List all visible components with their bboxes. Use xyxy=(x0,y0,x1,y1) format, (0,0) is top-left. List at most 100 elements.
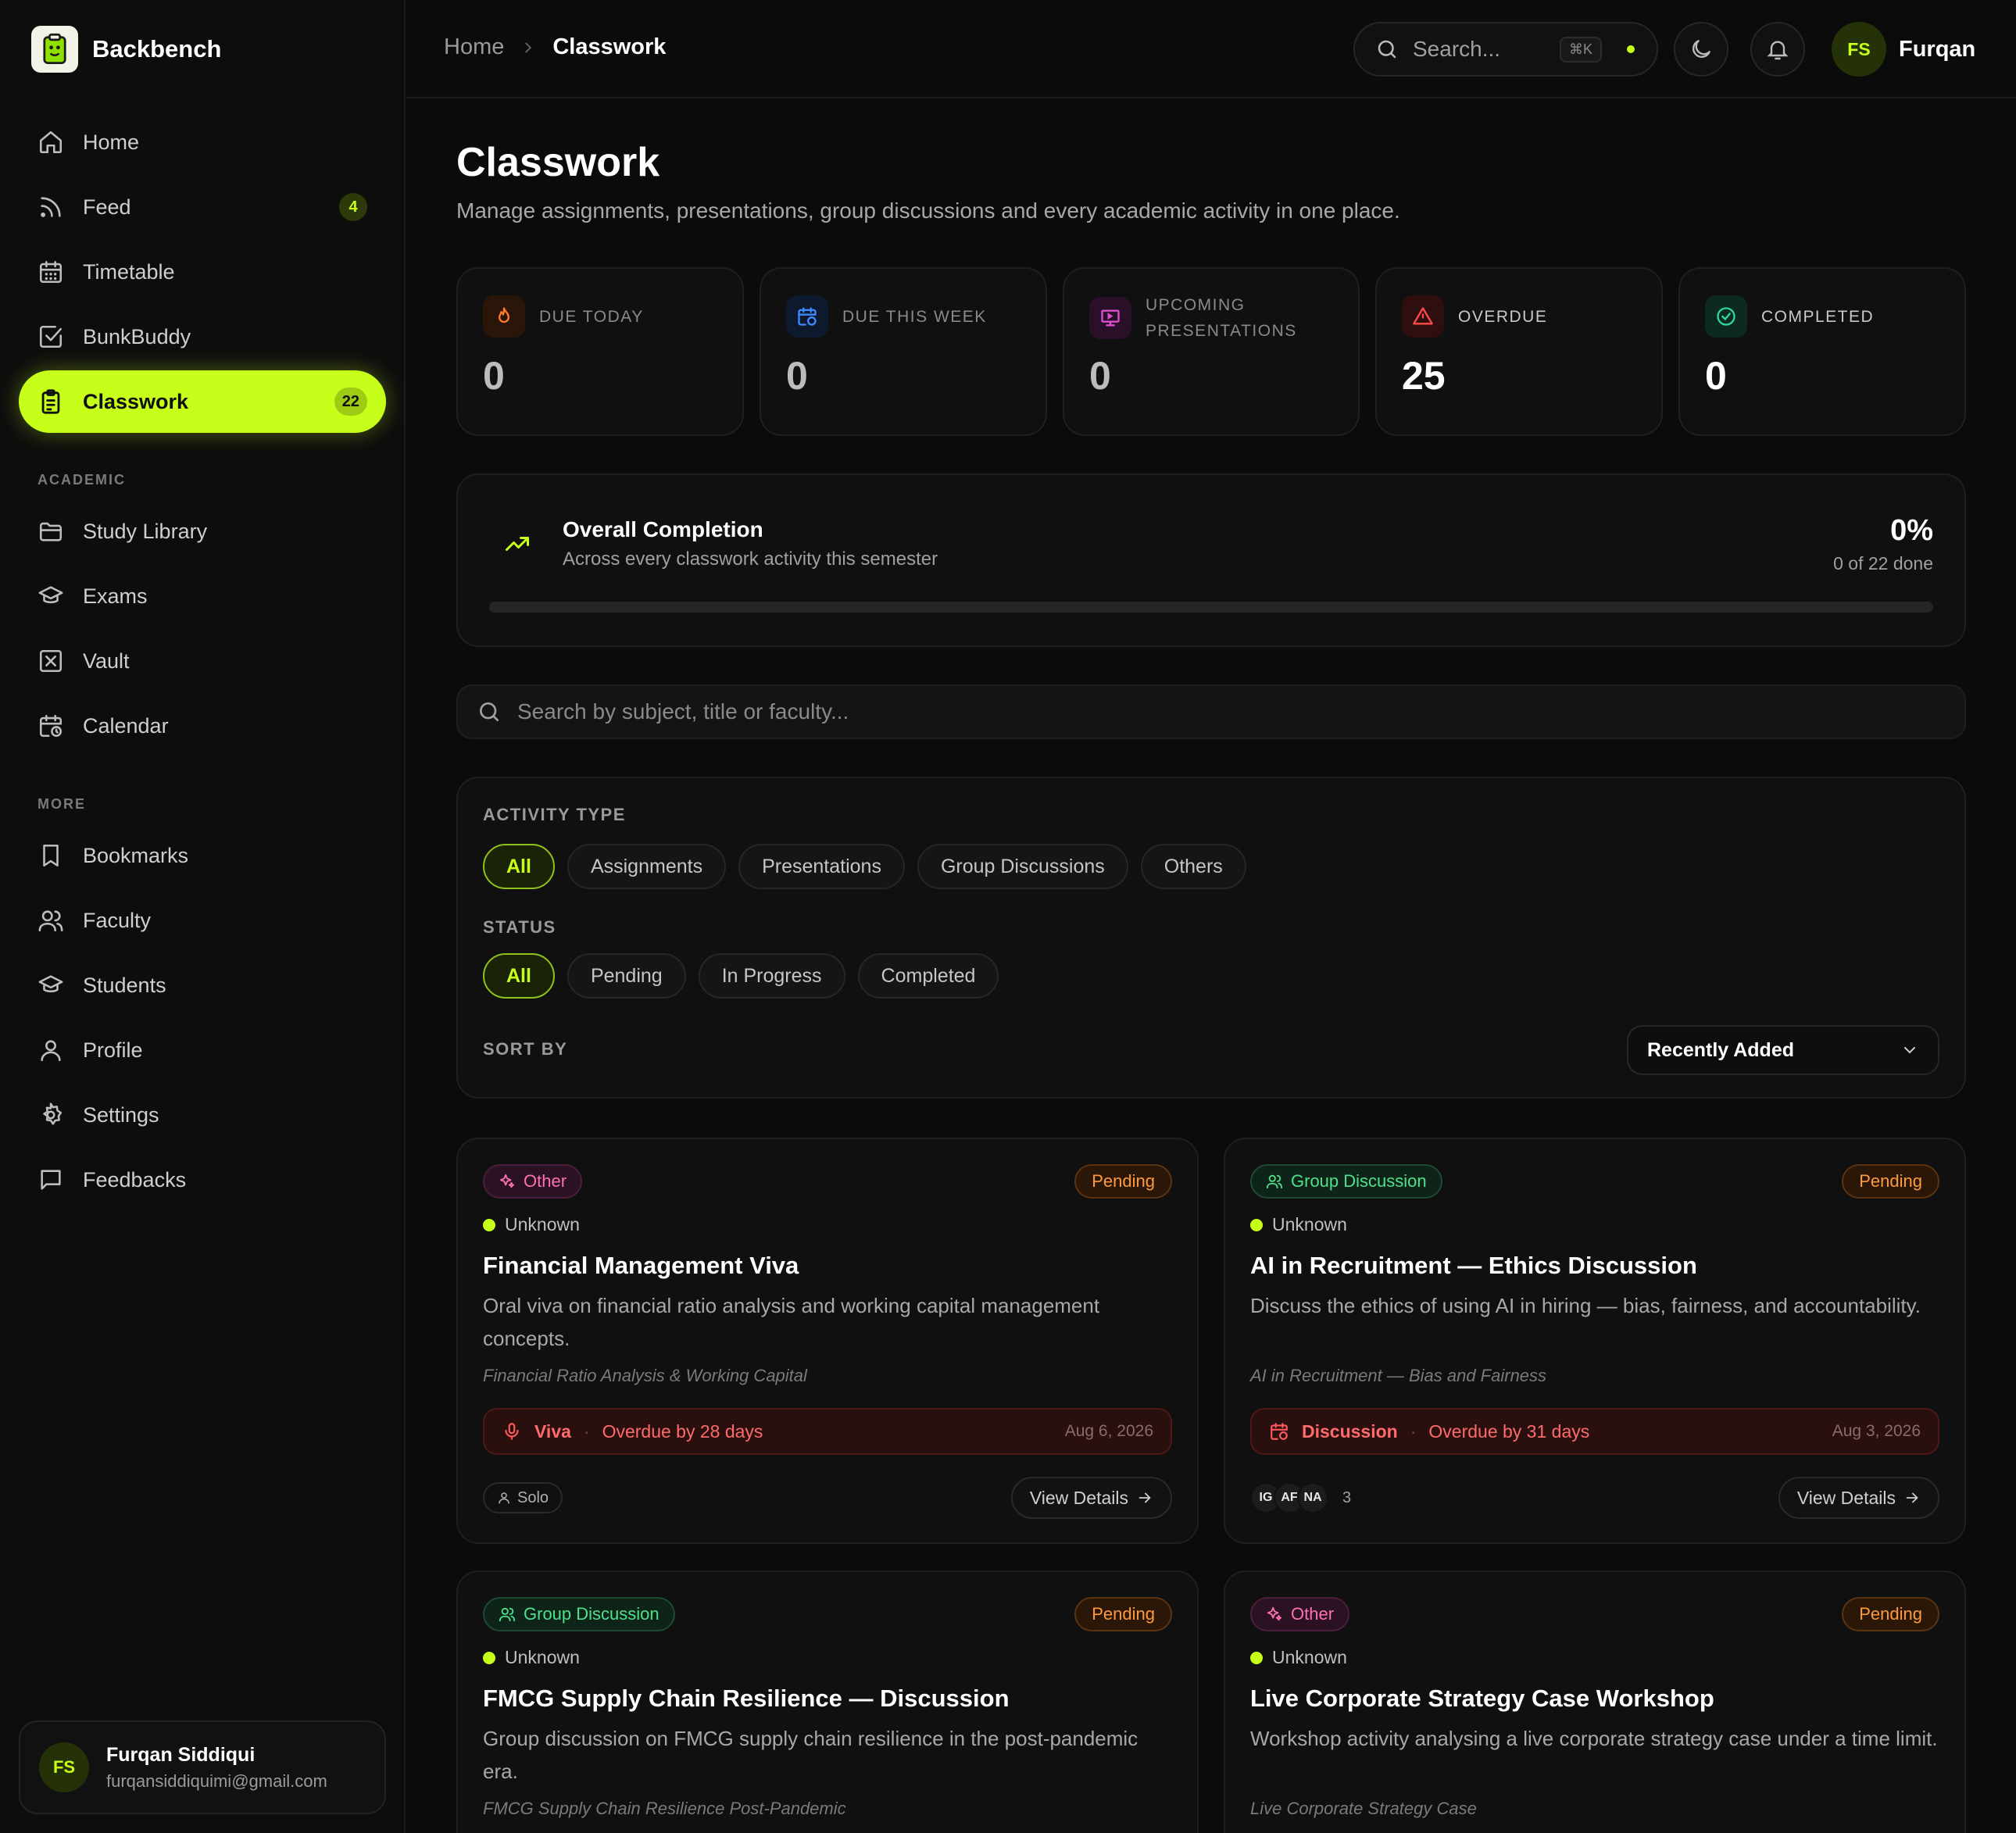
sidebar-item-label: Feedbacks xyxy=(83,1167,187,1192)
sidebar-item-exams[interactable]: Exams xyxy=(19,565,386,627)
academic-nav: Study Library Exams Vault Calendar xyxy=(19,500,386,759)
status-badge: Pending xyxy=(1842,1597,1939,1631)
sidebar-item-faculty[interactable]: Faculty xyxy=(19,889,386,952)
chip-activity-presentations[interactable]: Presentations xyxy=(738,844,905,889)
sidebar-item-label: Feed xyxy=(83,195,131,219)
stat-label: OVERDUE xyxy=(1458,307,1548,326)
sidebar-user-card[interactable]: FS Furqan Siddiqui furqansiddiquimi@gmai… xyxy=(19,1720,386,1814)
card-topic: Live Corporate Strategy Case xyxy=(1250,1799,1477,1818)
classwork-count-badge: 22 xyxy=(334,388,367,416)
users-icon xyxy=(38,907,64,934)
chip-activity-assignments[interactable]: Assignments xyxy=(567,844,727,889)
card-topic: FMCG Supply Chain Resilience Post-Pandem… xyxy=(483,1799,846,1818)
member-avatar: NA xyxy=(1297,1482,1328,1513)
due-kind: Discussion xyxy=(1302,1420,1398,1442)
stat-completed[interactable]: COMPLETED 0 xyxy=(1678,267,1966,436)
view-details-button[interactable]: View Details xyxy=(1010,1477,1172,1519)
check-square-icon xyxy=(38,323,64,350)
theme-toggle-button[interactable] xyxy=(1674,22,1728,77)
sidebar-item-feed[interactable]: Feed 4 xyxy=(19,176,386,238)
sidebar-item-label: Bookmarks xyxy=(83,843,189,867)
card-description: Workshop activity analysing a live corpo… xyxy=(1250,1727,1938,1750)
rss-icon xyxy=(38,194,64,220)
status-badge: Pending xyxy=(1074,1597,1172,1631)
chip-activity-group-discussions[interactable]: Group Discussions xyxy=(917,844,1128,889)
users-icon xyxy=(499,1606,516,1623)
sidebar-item-students[interactable]: Students xyxy=(19,954,386,1017)
sidebar-item-feedbacks[interactable]: Feedbacks xyxy=(19,1149,386,1211)
status-dot xyxy=(483,1218,495,1231)
avatar: FS xyxy=(1832,22,1886,77)
completion-progress-bar xyxy=(489,602,1933,613)
view-details-button[interactable]: View Details xyxy=(1778,1477,1939,1519)
member-count: 3 xyxy=(1342,1488,1352,1506)
stat-label: DUE THIS WEEK xyxy=(842,307,987,326)
sidebar-item-bookmarks[interactable]: Bookmarks xyxy=(19,824,386,887)
sparkles-icon xyxy=(1266,1606,1283,1623)
bell-icon xyxy=(1765,37,1790,62)
separator: · xyxy=(583,1420,590,1442)
bookmark-icon xyxy=(38,842,64,869)
chip-activity-all[interactable]: All xyxy=(483,844,555,889)
chip-status-in-progress[interactable]: In Progress xyxy=(698,953,845,999)
stat-due-this-week[interactable]: DUE THIS WEEK 0 xyxy=(760,267,1047,436)
classwork-card[interactable]: Group Discussion Pending Unknown AI in R… xyxy=(1224,1138,1966,1544)
due-kind: Viva xyxy=(534,1420,571,1442)
status-label: STATUS xyxy=(483,917,556,937)
brand[interactable]: Backbench xyxy=(31,26,221,73)
sidebar-item-label: Study Library xyxy=(83,519,208,543)
user-icon xyxy=(497,1491,511,1505)
completion-subtitle: Across every classwork activity this sem… xyxy=(563,548,938,570)
sidebar-item-study-library[interactable]: Study Library xyxy=(19,500,386,563)
header-user-menu[interactable]: FS Furqan xyxy=(1832,22,1975,77)
sidebar-item-vault[interactable]: Vault xyxy=(19,630,386,692)
chip-status-completed[interactable]: Completed xyxy=(857,953,999,999)
sort-select[interactable]: Recently Added xyxy=(1627,1025,1939,1075)
stat-due-today[interactable]: DUE TODAY 0 xyxy=(456,267,744,436)
completion-percent: 0% xyxy=(1890,514,1933,547)
sidebar-item-calendar[interactable]: Calendar xyxy=(19,695,386,757)
sidebar-item-settings[interactable]: Settings xyxy=(19,1084,386,1146)
classwork-search-input[interactable] xyxy=(517,699,1946,724)
chip-status-pending[interactable]: Pending xyxy=(567,953,686,999)
notifications-button[interactable] xyxy=(1750,22,1805,77)
global-search-input[interactable] xyxy=(1413,37,1546,62)
classwork-card[interactable]: Other Pending Unknown Live Corporate Str… xyxy=(1224,1570,1966,1833)
global-search[interactable]: ⌘K xyxy=(1353,22,1658,77)
status-dot xyxy=(1627,45,1635,53)
calendar-grid-icon xyxy=(38,259,64,285)
card-footer: Solo View Details xyxy=(483,1477,1172,1519)
section-more: MORE xyxy=(38,796,86,812)
activity-type-label: ACTIVITY TYPE xyxy=(483,805,626,824)
sidebar-item-profile[interactable]: Profile xyxy=(19,1019,386,1081)
activity-tag: Group Discussion xyxy=(483,1597,675,1631)
stat-overdue[interactable]: OVERDUE 25 xyxy=(1375,267,1663,436)
card-title: FMCG Supply Chain Resilience — Discussio… xyxy=(483,1685,1010,1712)
stat-upcoming-presentations[interactable]: UPCOMING PRESENTATIONS 0 xyxy=(1063,267,1360,436)
users-icon xyxy=(1266,1173,1283,1190)
mode-label: Solo xyxy=(517,1488,549,1506)
status-chips: All Pending In Progress Completed xyxy=(483,953,999,999)
sidebar-item-home[interactable]: Home xyxy=(19,111,386,173)
sidebar-item-label: Students xyxy=(83,973,166,997)
sidebar-item-bunkbuddy[interactable]: BunkBuddy xyxy=(19,306,386,368)
chip-activity-others[interactable]: Others xyxy=(1140,844,1246,889)
classwork-card[interactable]: Other Pending Unknown Financial Manageme… xyxy=(456,1138,1199,1544)
stat-value: 0 xyxy=(1089,354,1111,398)
chip-status-all[interactable]: All xyxy=(483,953,555,999)
classwork-card[interactable]: Group Discussion Pending Unknown FMCG Su… xyxy=(456,1570,1199,1833)
activity-tag: Other xyxy=(483,1164,583,1199)
breadcrumb-home[interactable]: Home xyxy=(444,34,505,59)
sidebar-item-timetable[interactable]: Timetable xyxy=(19,241,386,303)
sidebar-item-classwork[interactable]: Classwork 22 xyxy=(19,370,386,433)
search-icon xyxy=(477,699,502,724)
mic-icon xyxy=(502,1421,534,1442)
completion-count: 0 of 22 done xyxy=(1833,553,1933,573)
moon-icon xyxy=(1689,37,1714,62)
classwork-search[interactable] xyxy=(456,684,1966,739)
card-meta: Unknown xyxy=(1250,1647,1347,1668)
sidebar-item-label: Home xyxy=(83,130,140,154)
due-banner: Viva · Overdue by 28 days Aug 6, 2026 xyxy=(483,1408,1172,1455)
topbar: Home Classwork ⌘K FS Furqan xyxy=(406,0,2016,98)
stat-label: COMPLETED xyxy=(1761,307,1875,326)
